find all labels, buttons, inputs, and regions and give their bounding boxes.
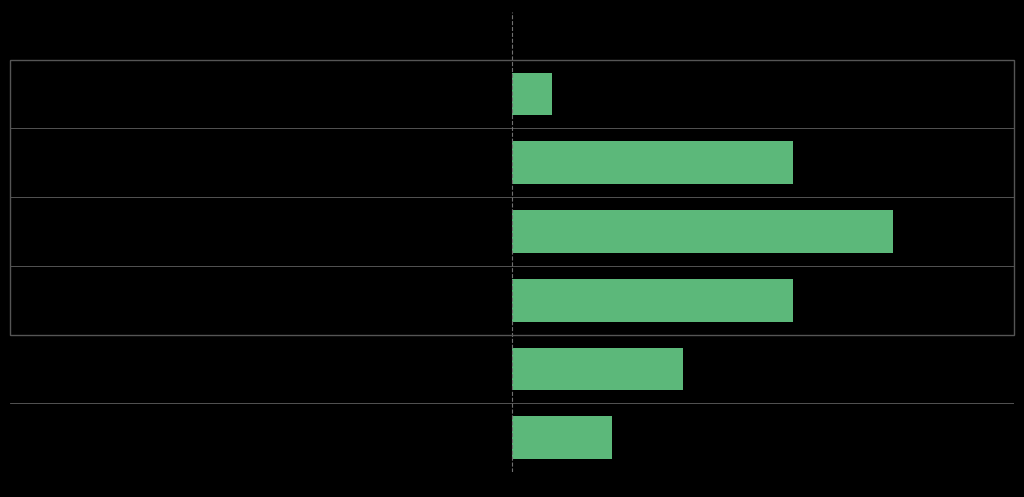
Bar [512, 279, 793, 322]
Bar [512, 416, 612, 459]
Bar [512, 142, 793, 184]
Bar [512, 73, 552, 115]
Bar [512, 348, 683, 390]
Bar [512, 210, 893, 253]
Bar [10, 60, 1014, 334]
